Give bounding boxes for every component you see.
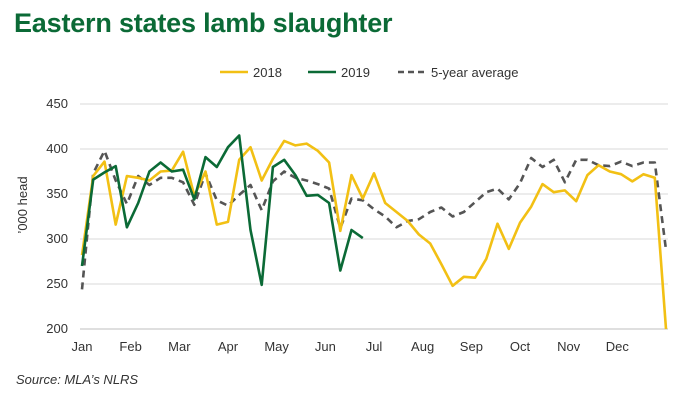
legend-label-5-year-average: 5-year average	[431, 65, 518, 80]
x-tick-label-jan: Jan	[72, 339, 93, 354]
y-tick-label: 250	[46, 276, 68, 291]
series-line-5-year-average	[80, 149, 668, 290]
x-tick-label-may: May	[264, 339, 289, 354]
x-tick-label-feb: Feb	[119, 339, 141, 354]
x-tick-label-dec: Dec	[606, 339, 630, 354]
y-axis-label: ’000 head	[15, 176, 30, 233]
x-tick-label-jul: Jul	[366, 339, 383, 354]
y-tick-label: 200	[46, 321, 68, 336]
legend-label-2019: 2019	[341, 65, 370, 80]
source-note: Source: MLA’s NLRS	[16, 372, 139, 387]
x-tick-label-aug: Aug	[411, 339, 434, 354]
legend-label-2018: 2018	[253, 65, 282, 80]
x-tick-label-nov: Nov	[557, 339, 581, 354]
y-tick-label: 350	[46, 186, 68, 201]
y-axis-ticks: 200 250 300 350 400 450	[46, 96, 68, 336]
series-lines	[80, 134, 668, 330]
x-tick-label-jun: Jun	[315, 339, 336, 354]
x-tick-label-apr: Apr	[218, 339, 239, 354]
x-tick-label-sep: Sep	[460, 339, 483, 354]
y-tick-label: 450	[46, 96, 68, 111]
y-tick-label: 400	[46, 141, 68, 156]
x-axis-ticks: Jan Feb Mar Apr May Jun Jul Aug Sep Oct Nov Dec	[72, 339, 630, 354]
x-tick-label-oct: Oct	[510, 339, 531, 354]
series-line-2019	[80, 134, 364, 287]
chart-title: Eastern states lamb slaughter	[14, 8, 393, 38]
x-tick-label-mar: Mar	[168, 339, 191, 354]
legend: 2018 2019 5-year average	[220, 65, 518, 80]
series-line-2018	[80, 139, 668, 330]
y-tick-label: 300	[46, 231, 68, 246]
